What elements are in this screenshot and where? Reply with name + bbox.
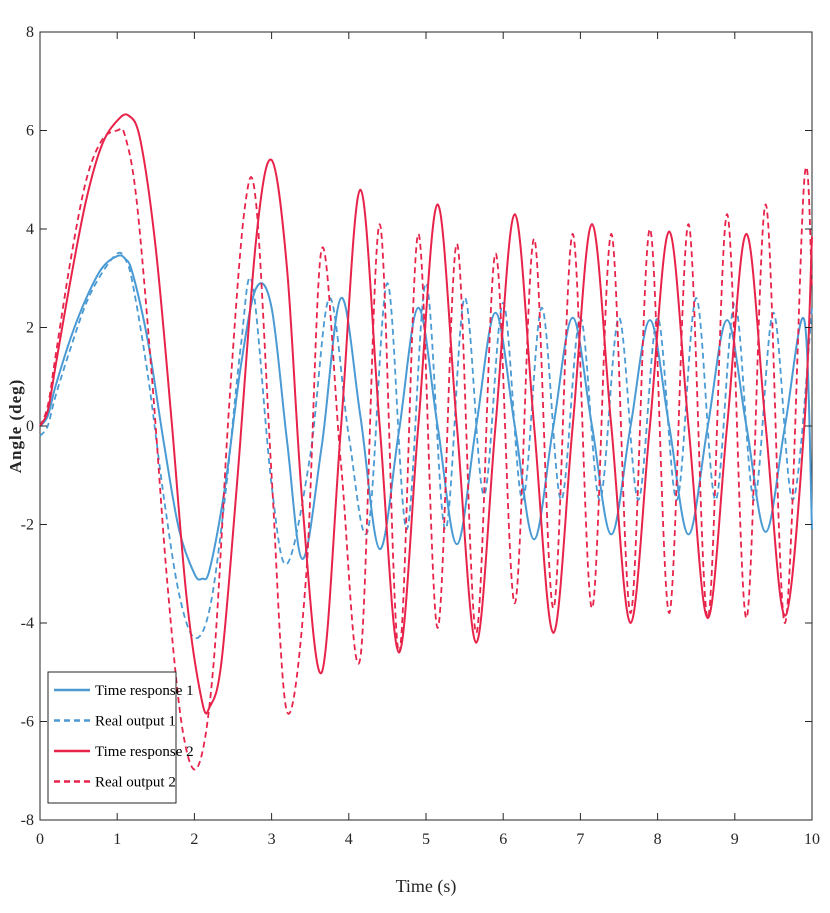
legend-label-4: Real output 2 [95, 775, 176, 791]
legend-label-1: Time response 1 [95, 683, 194, 699]
y-tick-label: 6 [26, 123, 34, 140]
series-line-2 [39, 251, 813, 640]
legend-label-2: Real output 1 [95, 714, 176, 730]
x-tick-label: 8 [654, 831, 662, 848]
legend-label-3: Time response 2 [95, 744, 194, 760]
x-tick-label: 7 [576, 831, 584, 848]
x-axis-title: Time (s) [396, 876, 457, 897]
y-tick-label: -6 [21, 714, 34, 731]
x-tick-label: 3 [268, 831, 276, 848]
y-tick-label: 0 [26, 418, 34, 435]
series-line-1 [39, 254, 813, 581]
y-axis-title: Angle (deg) [6, 379, 25, 474]
series-layer [39, 113, 813, 771]
y-tick-label: -8 [21, 812, 34, 829]
y-tick-label: 2 [26, 320, 34, 337]
y-tick-label: -2 [21, 517, 34, 534]
series-line-4 [39, 127, 813, 771]
x-tick-label: 6 [499, 831, 507, 848]
series-line-3 [39, 113, 813, 715]
ticks-layer: 0 1 2 3 4 5 6 7 8 9 10 -8 -6 -4 -2 0 2 4 6 8 [21, 24, 820, 848]
x-tick-label: 10 [804, 831, 820, 848]
x-tick-label: 0 [36, 831, 44, 848]
y-tick-label: 4 [26, 221, 34, 238]
y-tick-label: 8 [26, 24, 34, 41]
legend: Time response 1 Real output 1 Time respons… [47, 671, 194, 804]
x-tick-label: 1 [113, 831, 121, 848]
x-tick-label: 2 [190, 831, 198, 848]
x-tick-label: 5 [422, 831, 430, 848]
x-tick-label: 9 [731, 831, 739, 848]
y-tick-label: -4 [21, 615, 34, 632]
x-tick-label: 4 [345, 831, 353, 848]
